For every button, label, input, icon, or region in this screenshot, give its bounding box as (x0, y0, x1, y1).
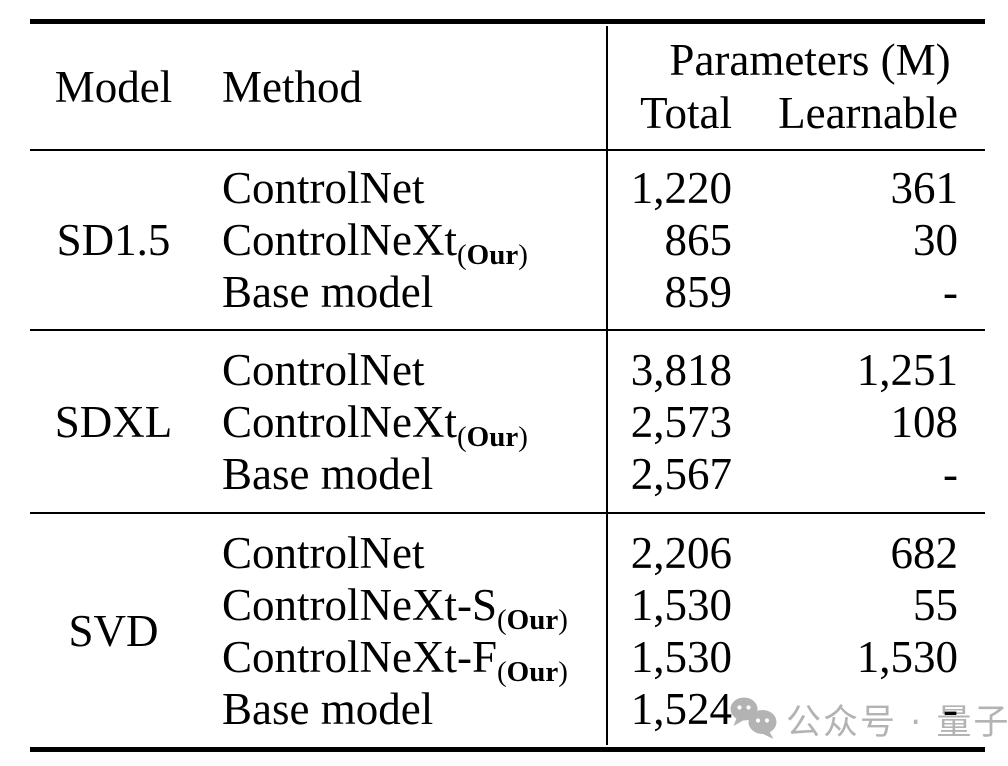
total-cell: 1,220 (630, 163, 732, 213)
learnable-cell: 682 (890, 527, 959, 578)
section-rows: ControlNet 2,206 682 ControlNeXt-S(Our) … (197, 514, 985, 747)
learnable-cell: 1,251 (856, 344, 958, 395)
total-cell: 1,524 (630, 683, 732, 734)
learnable-cell: 55 (913, 579, 958, 630)
method-cell: ControlNet (222, 527, 425, 578)
total-cell: 3,818 (630, 344, 732, 395)
total-cell: 2,206 (630, 527, 732, 578)
method-subscript: (Our) (497, 603, 568, 636)
col-header-model: Model (54, 61, 173, 112)
table-section-svd: SVD ControlNet 2,206 682 ControlNeXt-S(O… (30, 514, 985, 747)
method-cell: ControlNet (222, 344, 425, 395)
method-subscript: (Our) (456, 239, 528, 271)
learnable-cell: - (943, 683, 958, 734)
table-header: Model Method Parameters (M) Total Learna… (30, 24, 985, 149)
method-cell: Base model (222, 683, 434, 734)
learnable-cell: - (943, 448, 958, 499)
total-cell: 1,530 (630, 579, 732, 630)
model-label: SD1.5 (56, 215, 171, 265)
method-cell: ControlNet (222, 163, 425, 213)
table-row: ControlNeXt(Our) 2,573 108 (197, 396, 985, 453)
wechat-icon (730, 697, 777, 739)
table-row: Base model 859 - (197, 266, 985, 318)
col-subheaders: Total Learnable (607, 87, 985, 140)
total-cell: 2,573 (630, 396, 732, 447)
table-header-rule (30, 149, 985, 151)
col-header-parameters-group: Parameters (M) Total Learnable (607, 24, 985, 149)
table-column-divider (606, 26, 608, 745)
method-cell: ControlNeXt(Our) (222, 396, 528, 453)
col-header-total: Total (640, 87, 732, 138)
learnable-cell: - (943, 267, 958, 317)
total-cell: 1,530 (630, 631, 732, 682)
table-bottom-rule (30, 747, 985, 752)
learnable-cell: 1,530 (856, 631, 958, 682)
col-header-method: Method (222, 61, 362, 112)
total-cell: 865 (664, 215, 733, 265)
method-cell: ControlNeXt-F(Our) (222, 631, 568, 688)
table-section-rule-2 (30, 512, 985, 514)
col-header-parameters: Parameters (M) (669, 34, 951, 85)
table-row: ControlNet 2,206 682 (197, 527, 985, 579)
method-cell: Base model (222, 267, 434, 317)
table-section-sdxl: SDXL ControlNet 3,818 1,251 ControlNeXt(… (30, 331, 985, 512)
method-cell: ControlNeXt(Our) (222, 215, 528, 271)
table-row: ControlNet 1,220 361 (197, 162, 985, 214)
learnable-cell: 361 (890, 163, 959, 213)
model-label: SDXL (54, 396, 173, 447)
method-subscript: (Our) (456, 420, 528, 453)
table-section-rule-1 (30, 329, 985, 331)
section-rows: ControlNet 3,818 1,251 ControlNeXt(Our) … (197, 331, 985, 512)
table-row: ControlNeXt(Our) 865 30 (197, 214, 985, 271)
table-row: ControlNeXt-F(Our) 1,530 1,530 (197, 631, 985, 688)
section-rows: ControlNet 1,220 361 ControlNeXt(Our) 86… (197, 151, 985, 329)
table-row: Base model 1,524 - (197, 683, 985, 735)
watermark-text: 公众号 · 量子位 (786, 702, 1008, 743)
total-cell: 2,567 (630, 448, 732, 499)
learnable-cell: 108 (890, 396, 959, 447)
table-top-rule (30, 19, 985, 24)
col-header-learnable: Learnable (778, 87, 958, 138)
model-label: SVD (68, 605, 159, 656)
table-section-sd15: SD1.5 ControlNet 1,220 361 ControlNeXt(O… (30, 151, 985, 329)
method-cell: Base model (222, 448, 434, 499)
table-row: ControlNet 3,818 1,251 (197, 344, 985, 396)
method-cell: ControlNeXt-S(Our) (222, 579, 568, 636)
table-row: Base model 2,567 - (197, 448, 985, 500)
learnable-cell: 30 (913, 215, 958, 265)
watermark: 公众号 · 量子位 (729, 694, 1008, 744)
table-row: ControlNeXt-S(Our) 1,530 55 (197, 579, 985, 636)
method-subscript: (Our) (497, 655, 568, 688)
total-cell: 859 (664, 267, 733, 317)
